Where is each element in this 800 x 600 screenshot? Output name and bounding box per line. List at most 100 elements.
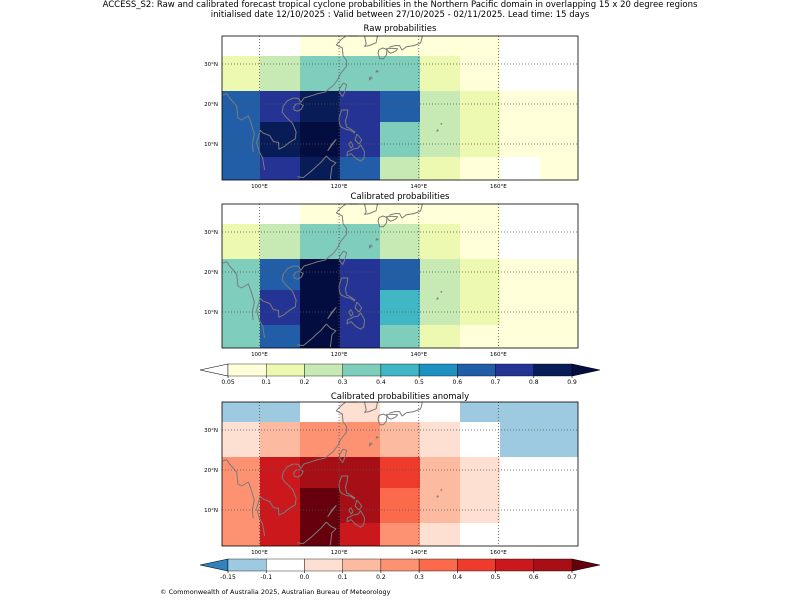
coastline — [256, 463, 297, 537]
y-tick-label: 10°N — [204, 310, 218, 316]
colorbar-swatch — [227, 363, 267, 377]
colorbar-label: 0.6 — [529, 574, 539, 581]
heatmap-cell — [222, 290, 260, 325]
heatmap-cell — [340, 91, 380, 122]
heatmap-cell — [380, 122, 420, 157]
coastline — [386, 413, 399, 420]
heatmap-cell — [540, 157, 578, 180]
x-tick-label: 160°E — [490, 352, 507, 358]
x-tick-label: 160°E — [490, 550, 507, 556]
coastline — [297, 521, 327, 545]
coastline — [348, 507, 354, 515]
coastline — [293, 35, 348, 103]
colorbar-label: 0.3 — [338, 379, 348, 386]
y-tick-label: 20°N — [204, 102, 218, 108]
x-tick-label: 160°E — [490, 184, 507, 190]
heatmap-cell — [500, 523, 540, 546]
heatmap-cell — [460, 325, 500, 348]
heatmap-cell — [222, 157, 260, 180]
coastline — [338, 109, 356, 134]
heatmap-cell — [460, 422, 500, 457]
heatmap-cell — [260, 325, 300, 348]
coastline — [375, 70, 379, 73]
coastlines — [222, 401, 443, 546]
coastline — [325, 323, 337, 348]
heatmap-cell — [540, 325, 578, 348]
x-tick-label: 120°E — [331, 352, 348, 358]
coastline — [346, 312, 366, 330]
heatmap-cell — [420, 488, 460, 523]
coastline — [375, 238, 379, 241]
heatmap-cell — [300, 402, 340, 422]
heatmap-cell — [420, 204, 460, 224]
colorbar-swatch — [380, 558, 420, 572]
heatmap-cell — [380, 290, 420, 325]
heatmap-cell — [340, 36, 380, 56]
colorbar-label: 0.4 — [376, 379, 386, 386]
colorbar-swatch — [533, 363, 573, 377]
colorbar-label: 0.1 — [261, 379, 271, 386]
heatmap-cell — [420, 122, 460, 157]
x-tick-label: 100°E — [251, 352, 268, 358]
heatmap-cell — [460, 457, 500, 488]
colorbar-label: 0.7 — [567, 574, 577, 581]
coastline — [440, 488, 443, 491]
heatmap-cell — [540, 290, 578, 325]
coastline — [339, 448, 348, 463]
heatmap-cell — [460, 290, 500, 325]
heatmap-cell — [380, 259, 420, 290]
heatmap-cell — [340, 488, 380, 523]
heatmap-cell — [380, 56, 420, 91]
y-tick-label: 10°N — [204, 142, 218, 148]
colorbar-label: 0.3 — [414, 574, 424, 581]
heatmap-cell — [460, 488, 500, 523]
x-tick-label: 120°E — [331, 184, 348, 190]
colorbar-swatch — [342, 558, 382, 572]
y-tick-label: 10°N — [204, 508, 218, 514]
heatmap-cell — [500, 325, 540, 348]
gridlines — [222, 204, 578, 348]
coastline — [293, 103, 304, 112]
colorbar-under-triangle — [199, 363, 229, 377]
heatmap-cell — [540, 91, 578, 122]
heatmap-cell — [260, 523, 300, 546]
heatmap-cell — [300, 91, 340, 122]
x-tick-label: 100°E — [251, 550, 268, 556]
figure-title-line-2: initialised date 12/10/2025 : Valid betw… — [210, 10, 590, 20]
heatmap-cell — [500, 422, 540, 457]
heatmap-cell — [500, 488, 540, 523]
heatmap-cell — [460, 259, 500, 290]
heatmap-cell — [460, 157, 500, 180]
coastline — [346, 144, 366, 162]
heatmap-cell — [300, 204, 340, 224]
colorbar-label: -0.15 — [220, 574, 236, 581]
colorbar-label: 0.2 — [300, 379, 310, 386]
y-tick-label: 30°N — [204, 62, 218, 68]
coastline — [364, 203, 378, 215]
heatmap-cell — [340, 290, 380, 325]
colorbar-under-triangle — [199, 558, 229, 572]
heatmap-cell — [300, 122, 340, 157]
colorbar-swatch — [342, 363, 382, 377]
heatmap-cell — [460, 402, 500, 422]
colorbar-label: 0.5 — [491, 574, 501, 581]
coastline — [440, 290, 443, 293]
calibrated-panel-title: Calibrated probabilities — [350, 192, 450, 202]
heatmap-cell — [420, 325, 460, 348]
heatmap-cell — [460, 204, 500, 224]
coastline — [297, 323, 327, 347]
heatmap-cell — [380, 91, 420, 122]
heatmap-cell — [340, 402, 380, 422]
coastline — [222, 261, 255, 321]
x-tick-label: 140°E — [410, 352, 427, 358]
coastline — [325, 155, 337, 180]
colorbar-label: 0.2 — [376, 574, 386, 581]
heatmap-cell — [420, 56, 460, 91]
copyright-footer: © Commonwealth of Australia 2025, Austra… — [160, 588, 391, 596]
heatmap-cell — [420, 224, 460, 259]
x-tick-label: 140°E — [410, 184, 427, 190]
coastlines — [222, 35, 443, 180]
heatmap-cell — [222, 224, 260, 259]
colorbar-label: 0.1 — [338, 574, 348, 581]
colorbar-label: 0.9 — [567, 379, 577, 386]
